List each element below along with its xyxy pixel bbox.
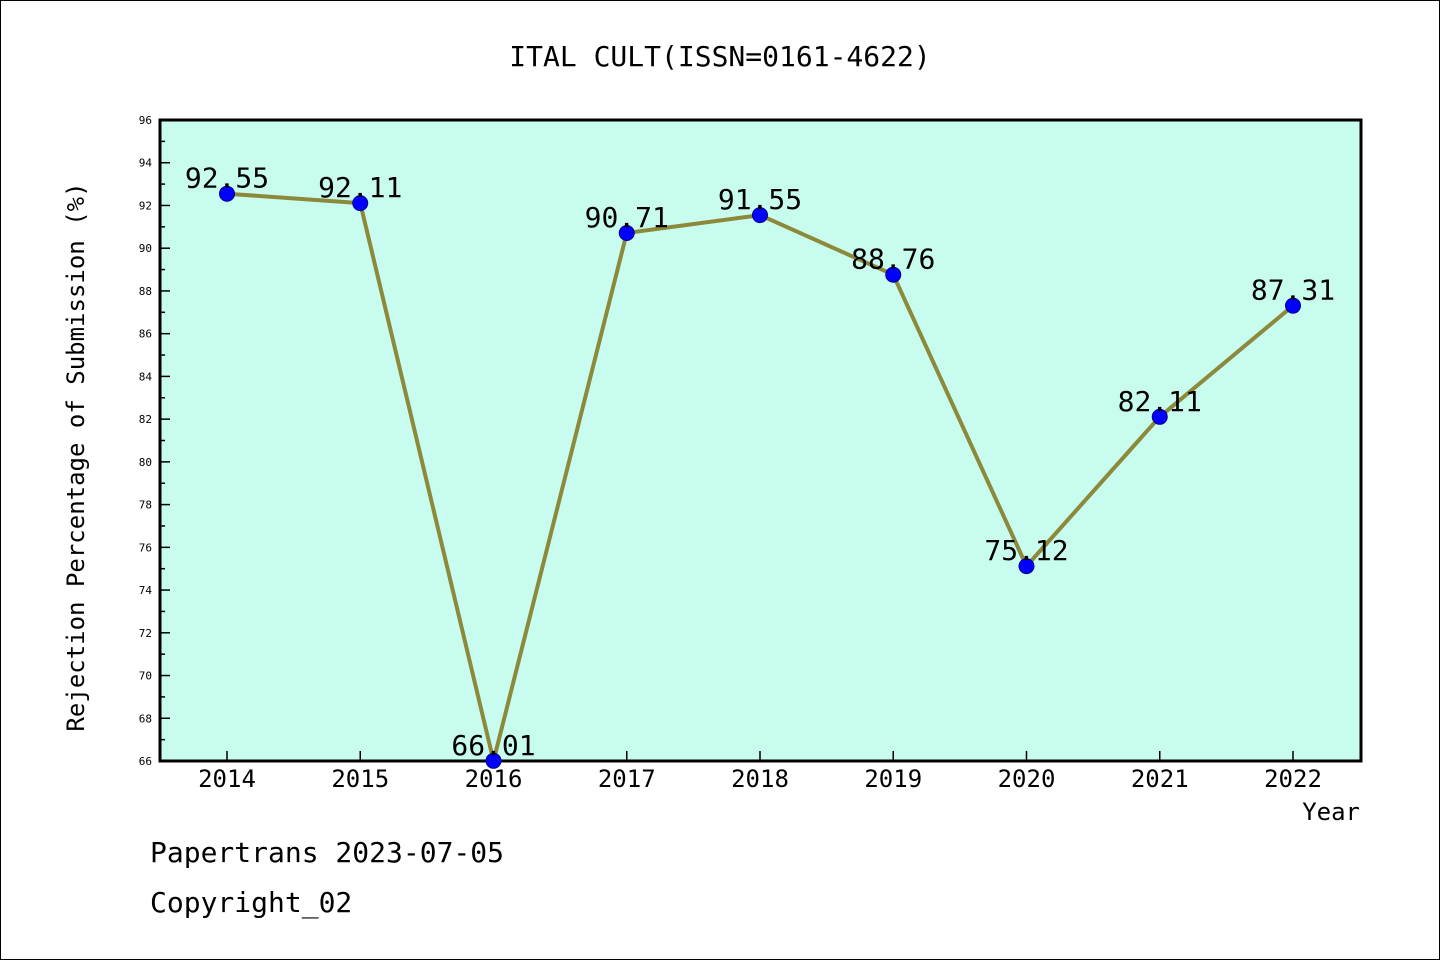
y-tick-label: 84 [139,370,153,383]
y-tick-label: 76 [139,541,152,554]
y-tick-label: 68 [139,712,152,725]
y-tick-label: 80 [139,456,152,469]
data-point [618,225,635,242]
x-tick-label: 2019 [864,765,922,793]
footer-date: Papertrans 2023-07-05 [150,836,505,869]
data-label: 92.55 [185,162,269,195]
y-tick-label: 78 [139,499,152,512]
y-tick-label: 96 [139,114,152,127]
data-label: 92.11 [318,171,402,204]
x-axis: 2014 2015 2016 2017 2018 2019 2020 2021 2022 [198,751,1322,793]
y-tick-label: 86 [139,328,152,341]
data-label: 66.01 [451,729,535,762]
y-axis: 66 68 70 72 74 76 78 80 82 84 86 88 90 92 94 96 [139,114,170,768]
data-point [485,752,502,769]
data-point [752,207,768,224]
data-point [885,266,902,283]
x-tick-label: 2022 [1264,765,1322,793]
y-tick-label: 92 [139,199,152,212]
x-tick-label: 2018 [731,765,789,793]
y-tick-label: 90 [139,242,152,255]
y-tick-label: 70 [139,670,152,683]
data-point [1285,297,1301,314]
x-tick-label: 2021 [1131,765,1189,793]
data-label: 82.11 [1118,385,1202,418]
data-point [1018,558,1035,575]
y-tick-label: 74 [139,584,153,597]
data-label: 91.55 [718,183,802,216]
data-label: 90.71 [585,201,669,234]
x-tick-label: 2016 [465,765,523,793]
x-tick-label: 2015 [331,765,389,793]
data-labels: 92.55 92.11 66.01 90.71 91.55 88.76 75.12 82.11… [185,162,1335,762]
data-markers [219,185,1301,769]
data-label: 75.12 [984,534,1068,567]
data-label: 87.31 [1251,274,1335,307]
y-tick-label: 66 [139,755,152,768]
y-axis-label: Rejection Percentage of Submission (%) [62,182,90,731]
x-axis-label: Year [1302,798,1360,826]
y-tick-label: 88 [139,285,152,298]
x-tick-label: 2017 [598,765,656,793]
x-tick-label: 2020 [998,765,1056,793]
data-point [352,195,369,212]
x-tick-label: 2014 [198,765,256,793]
y-tick-label: 82 [139,413,152,426]
data-point [219,185,235,202]
plot-area [158,118,1363,763]
data-point [1151,408,1168,425]
y-tick-label: 94 [139,157,153,170]
chart-title: ITAL CULT(ISSN=0161-4622) [509,40,930,73]
footer-copyright: Copyright_02 [150,886,353,919]
y-tick-label: 72 [139,627,152,640]
data-label: 88.76 [851,243,935,276]
